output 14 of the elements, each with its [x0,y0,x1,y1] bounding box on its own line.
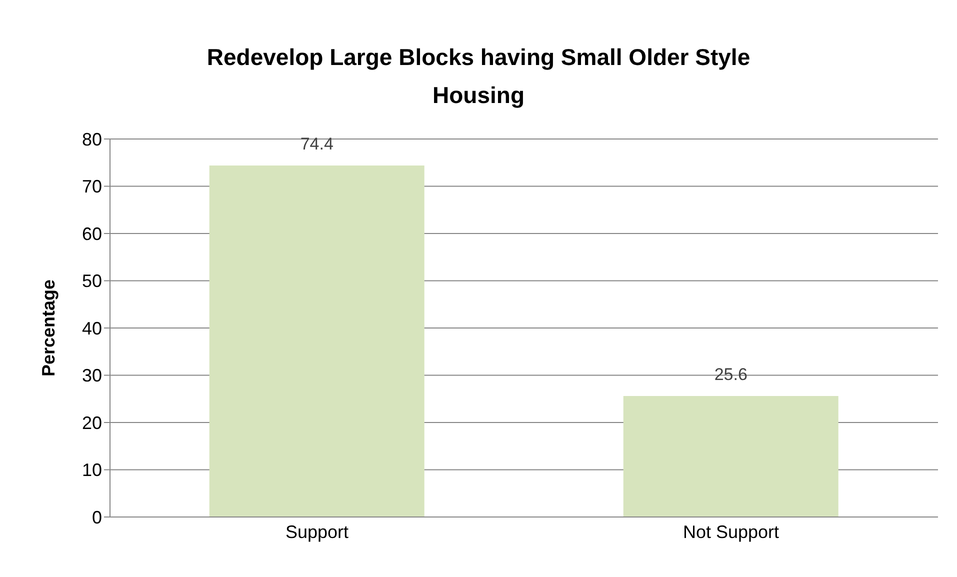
data-label: 74.4 [300,134,334,154]
x-tick-label: Support [285,522,349,542]
y-tick-label: 60 [82,224,102,244]
y-tick-label: 30 [82,366,102,386]
y-axis-title: Percentage [38,279,58,377]
chart-title: Redevelop Large Blocks having Small Older Style Housing [206,43,752,110]
y-tick-label: 80 [82,129,102,150]
x-tick-label: Not Support [682,522,780,542]
y-tick-label: 10 [82,460,102,480]
y-tick-label: 50 [82,271,102,292]
y-tick-label: 0 [92,507,102,528]
y-tick-label: 40 [82,318,102,338]
y-tick-label: 70 [82,176,102,197]
y-tick-label: 20 [82,412,102,433]
